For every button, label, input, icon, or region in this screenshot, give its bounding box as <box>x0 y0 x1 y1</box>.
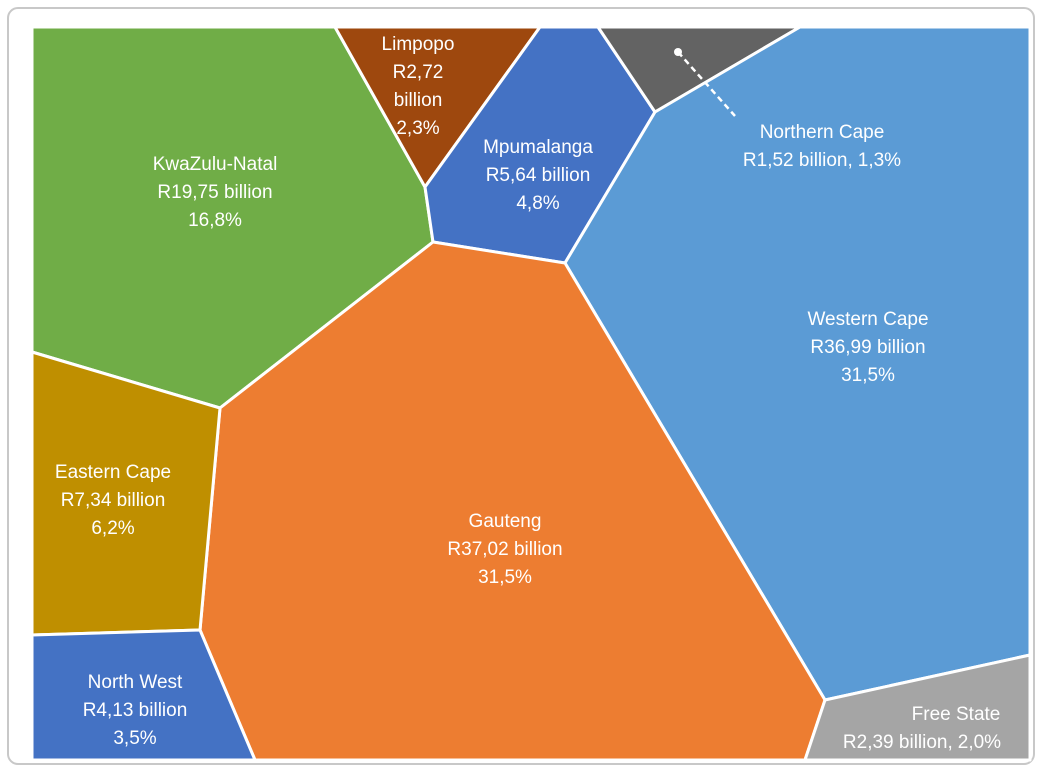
share-label: 3,5% <box>113 728 156 749</box>
value-label: R36,99 billion <box>810 337 925 358</box>
leader-line <box>677 51 736 117</box>
region-value: R1,52 billion, 1,3% <box>743 150 901 171</box>
value-label: R19,75 billion <box>157 182 272 203</box>
annotation <box>674 48 736 117</box>
value-label: R4,13 billion <box>83 700 188 721</box>
value-label: R7,34 billion <box>61 490 166 511</box>
labels: KwaZulu-Natal R19,75 billion 16,8% Limpopo R… <box>55 34 1001 753</box>
region-name: Eastern Cape <box>55 462 171 483</box>
region-name: North West <box>88 672 183 693</box>
value-label: R2,39 billion, <box>843 732 953 753</box>
value-label: R5,64 billion <box>486 165 591 186</box>
share-label: 2,0% <box>958 732 1001 753</box>
region-name: Mpumalanga <box>483 137 593 158</box>
leader-dot <box>674 48 682 56</box>
share-label: 4,8% <box>516 193 559 214</box>
region-name: Free State <box>912 704 1001 725</box>
cells <box>30 25 1032 762</box>
share-label: 6,2% <box>91 518 134 539</box>
share-label: 2,3% <box>396 118 439 139</box>
region-name: Northern Cape <box>760 122 885 143</box>
value-label: R1,52 billion, <box>743 150 853 171</box>
cell <box>30 628 257 762</box>
region-value: R2,39 billion, 2,0% <box>843 732 1001 753</box>
share-label: 1,3% <box>858 150 901 171</box>
share-label: 16,8% <box>188 210 242 231</box>
cell <box>803 653 1032 762</box>
value-label: R37,02 billion <box>447 539 562 560</box>
share-label: 31,5% <box>478 567 532 588</box>
region-name: Limpopo <box>382 34 455 55</box>
value-label: R2,72 billion <box>393 62 444 111</box>
region-name: Gauteng <box>469 511 542 532</box>
region-name: KwaZulu-Natal <box>153 154 278 175</box>
region-name: Western Cape <box>807 309 928 330</box>
share-label: 31,5% <box>841 365 895 386</box>
